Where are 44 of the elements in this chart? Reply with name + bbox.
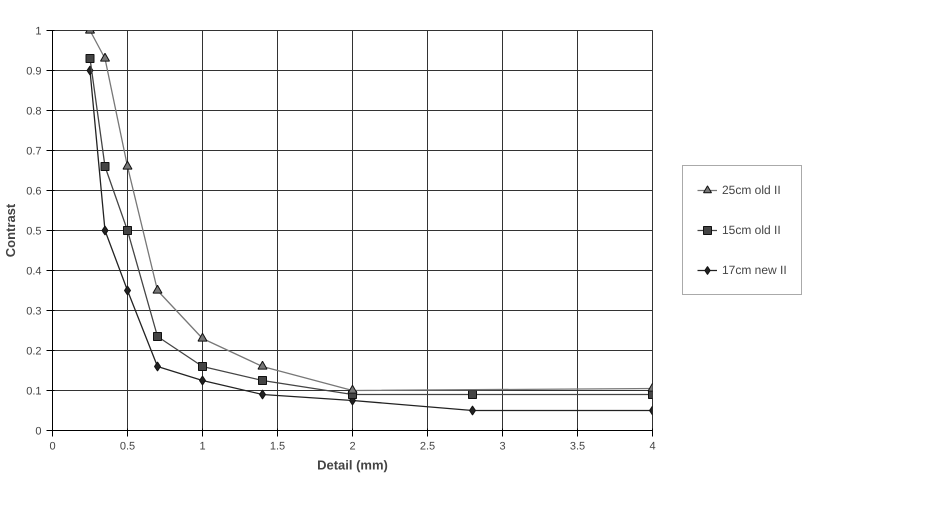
point: [258, 376, 267, 385]
y-tick-label: 0: [35, 426, 42, 438]
point: [258, 360, 268, 370]
y-tick-label: 0.1: [26, 386, 42, 398]
y-axis-title: Contrast: [3, 203, 18, 258]
point: [123, 226, 132, 235]
x-axis-title: Detail (mm): [317, 458, 388, 472]
y-tick-label: 0.4: [26, 266, 42, 278]
x-tick-label: 2: [349, 440, 356, 452]
point: [198, 332, 208, 342]
point: [122, 160, 132, 170]
y-tick-label: 0.6: [26, 186, 42, 198]
x-tick-label: 3.5: [570, 440, 586, 452]
legend-label: 25cm old II: [722, 183, 781, 197]
point: [100, 162, 110, 171]
y-tick-label: 0.3: [26, 306, 42, 318]
point: [102, 226, 108, 236]
y-tick-label: 1: [35, 26, 42, 38]
x-tick-label: 2.5: [420, 440, 436, 452]
x-tick-label: 0.5: [120, 440, 136, 452]
x-tick-label: 4: [649, 440, 656, 452]
x-tick-label: 0: [49, 440, 56, 452]
point: [154, 362, 161, 372]
y-tick-label: 0.5: [26, 226, 42, 238]
legend-label: 17cm new II: [722, 263, 787, 277]
point: [259, 390, 266, 400]
point: [469, 406, 476, 416]
point: [198, 362, 207, 371]
point: [152, 284, 162, 294]
point: [153, 332, 162, 341]
y-tick-label: 0.8: [26, 106, 42, 118]
point: [124, 286, 131, 296]
x-tick-label: 3: [499, 440, 506, 452]
point: [100, 52, 110, 62]
y-tick-label: 0.9: [26, 66, 42, 78]
x-tick-label: 1.5: [270, 440, 286, 452]
point: [199, 376, 206, 386]
legend-label: 15cm old II: [722, 223, 781, 237]
x-tick-label: 1: [199, 440, 206, 452]
point: [348, 384, 358, 394]
point: [468, 390, 477, 399]
y-tick-label: 0.7: [26, 146, 42, 158]
point: [86, 54, 94, 63]
y-tick-label: 0.2: [26, 346, 42, 358]
